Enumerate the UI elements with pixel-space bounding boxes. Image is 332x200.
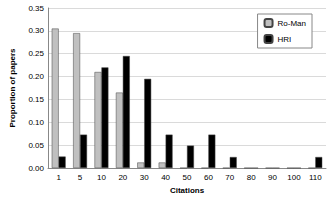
svg-text:70: 70 [225, 173, 234, 182]
svg-text:40: 40 [161, 173, 170, 182]
svg-text:30: 30 [140, 173, 149, 182]
svg-text:0.05: 0.05 [28, 141, 44, 150]
svg-text:0.00: 0.00 [28, 164, 44, 173]
svg-text:0.35: 0.35 [28, 4, 44, 13]
svg-text:100: 100 [287, 173, 301, 182]
svg-text:Citations: Citations [170, 186, 205, 195]
svg-text:60: 60 [204, 173, 213, 182]
svg-text:0.15: 0.15 [28, 95, 44, 104]
svg-text:80: 80 [247, 173, 256, 182]
svg-text:90: 90 [268, 173, 277, 182]
svg-text:Proportion of papers: Proportion of papers [8, 48, 17, 128]
svg-text:50: 50 [183, 173, 192, 182]
svg-text:0.25: 0.25 [28, 49, 44, 58]
svg-text:0.30: 0.30 [28, 26, 44, 35]
svg-text:HRI: HRI [278, 35, 292, 44]
svg-text:10: 10 [97, 173, 106, 182]
svg-text:110: 110 [309, 173, 322, 182]
svg-text:5: 5 [78, 173, 83, 182]
svg-text:1: 1 [56, 173, 61, 182]
svg-text:0.20: 0.20 [28, 72, 44, 81]
svg-text:0.10: 0.10 [28, 118, 44, 127]
svg-text:20: 20 [118, 173, 127, 182]
svg-text:Ro-Man: Ro-Man [278, 19, 306, 28]
